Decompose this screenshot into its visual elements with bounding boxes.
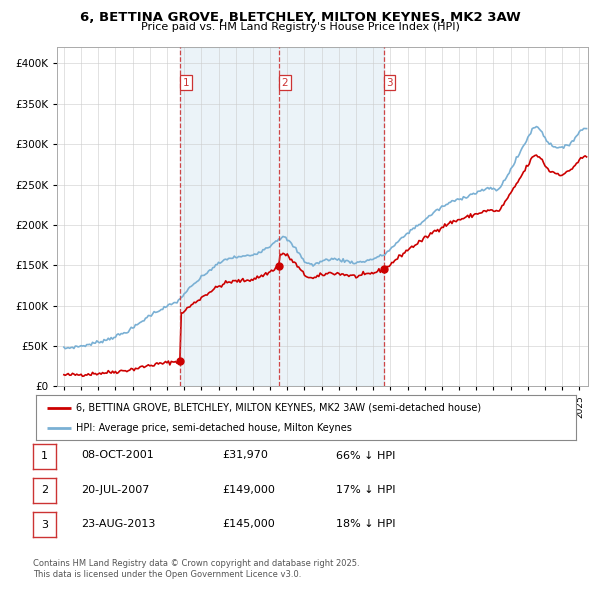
Bar bbox=[181, 47, 384, 386]
Text: HPI: Average price, semi-detached house, Milton Keynes: HPI: Average price, semi-detached house,… bbox=[77, 424, 352, 434]
Text: £31,970: £31,970 bbox=[222, 451, 268, 460]
Text: This data is licensed under the Open Government Licence v3.0.: This data is licensed under the Open Gov… bbox=[33, 571, 301, 579]
Text: 2: 2 bbox=[41, 486, 48, 496]
Text: 23-AUG-2013: 23-AUG-2013 bbox=[81, 519, 155, 529]
Text: £145,000: £145,000 bbox=[222, 519, 275, 529]
Text: 66% ↓ HPI: 66% ↓ HPI bbox=[336, 451, 395, 460]
Text: 1: 1 bbox=[182, 78, 189, 88]
Text: 08-OCT-2001: 08-OCT-2001 bbox=[81, 451, 154, 460]
Text: 6, BETTINA GROVE, BLETCHLEY, MILTON KEYNES, MK2 3AW (semi-detached house): 6, BETTINA GROVE, BLETCHLEY, MILTON KEYN… bbox=[77, 403, 482, 412]
Text: 3: 3 bbox=[386, 78, 393, 88]
Text: 6, BETTINA GROVE, BLETCHLEY, MILTON KEYNES, MK2 3AW: 6, BETTINA GROVE, BLETCHLEY, MILTON KEYN… bbox=[80, 11, 520, 24]
Text: 1: 1 bbox=[41, 451, 48, 461]
Text: Price paid vs. HM Land Registry's House Price Index (HPI): Price paid vs. HM Land Registry's House … bbox=[140, 22, 460, 32]
Text: £149,000: £149,000 bbox=[222, 485, 275, 494]
Text: 2: 2 bbox=[281, 78, 288, 88]
Text: 17% ↓ HPI: 17% ↓ HPI bbox=[336, 485, 395, 494]
Text: 18% ↓ HPI: 18% ↓ HPI bbox=[336, 519, 395, 529]
Text: 3: 3 bbox=[41, 520, 48, 530]
Text: 20-JUL-2007: 20-JUL-2007 bbox=[81, 485, 149, 494]
Text: Contains HM Land Registry data © Crown copyright and database right 2025.: Contains HM Land Registry data © Crown c… bbox=[33, 559, 359, 568]
